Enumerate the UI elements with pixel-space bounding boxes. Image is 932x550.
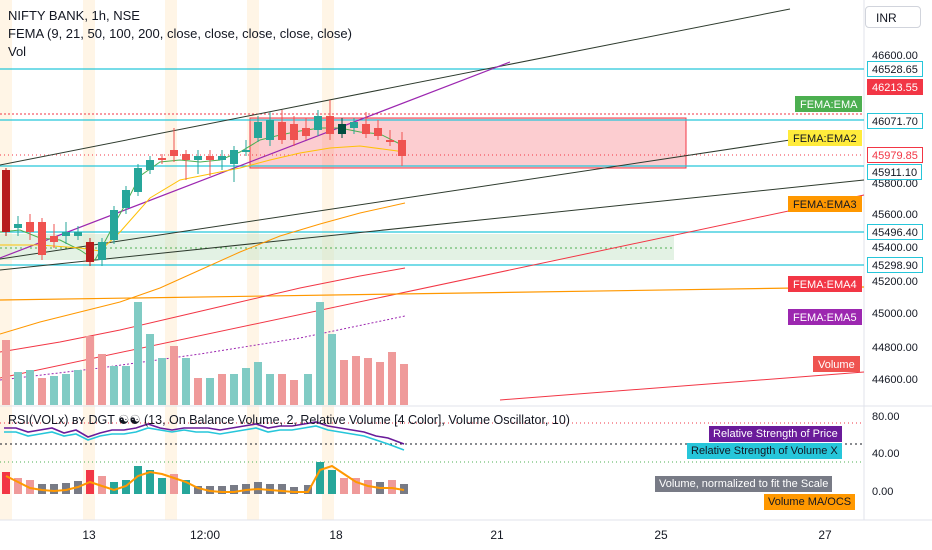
- rs-volume-line[interactable]: [4, 425, 405, 451]
- volume-series: [2, 302, 408, 405]
- price-tag-45911: 45911.10: [867, 164, 923, 180]
- time-tick: 27: [818, 528, 832, 542]
- candle-body: [194, 156, 202, 160]
- fema-ema5-tag: FEMA:EMA5: [788, 309, 862, 325]
- currency-button[interactable]: INR: [865, 6, 921, 28]
- price-tick: 45800.00: [872, 178, 918, 190]
- candle-body: [74, 232, 82, 236]
- candle-body: [290, 124, 298, 140]
- fema-title: FEMA (9, 21, 50, 100, 200, close, close,…: [8, 26, 352, 41]
- volume-ma-ocs-tag: Volume MA/OCS: [764, 494, 856, 510]
- volume-tag: Volume: [813, 356, 860, 372]
- fema-ema2-tag: FEMA:EMA2: [788, 130, 862, 146]
- candle-body: [98, 242, 106, 260]
- ema-50-line[interactable]: [0, 202, 406, 335]
- candle-body: [122, 190, 130, 208]
- candle-body: [206, 156, 214, 160]
- time-tick: 18: [329, 528, 343, 542]
- candle-body: [14, 224, 22, 228]
- time-tick: 21: [490, 528, 504, 542]
- indicator-tick: 80.00: [872, 411, 900, 423]
- candle-body: [374, 128, 382, 136]
- candle-body: [338, 124, 346, 134]
- trendline[interactable]: [0, 139, 791, 260]
- fema-ema3-tag: FEMA:EMA3: [788, 196, 862, 212]
- price-tag-45298: 45298.90: [867, 257, 923, 273]
- candlestick-series[interactable]: [2, 100, 406, 266]
- price-tick: 45200.00: [872, 276, 918, 288]
- time-tick: 12:00: [189, 528, 221, 542]
- price-tick: 44800.00: [872, 342, 918, 354]
- candle-body: [170, 150, 178, 156]
- candle-body: [50, 236, 58, 242]
- candle-body: [218, 156, 226, 160]
- candle-body: [386, 140, 394, 142]
- fema-ema-tag: FEMA:EMA: [795, 96, 863, 112]
- rs-price-tag: Relative Strength of Price: [709, 426, 842, 442]
- indicator-tick: 0.00: [872, 486, 894, 498]
- time-tick: 13: [82, 528, 96, 542]
- price-tick: 45600.00: [872, 209, 918, 221]
- price-tick: 45400.00: [872, 242, 918, 254]
- vol-legend[interactable]: Vol: [8, 44, 26, 59]
- vol-title: Vol: [8, 44, 27, 59]
- price-tick: 44600.00: [872, 374, 918, 386]
- volume-ma-ocs-line[interactable]: [5, 464, 405, 493]
- indicator-title: RSI(VOLx) ʙʏ DGT ☯☯ (13, On Balance Volu…: [8, 413, 570, 427]
- trendline[interactable]: [0, 194, 865, 379]
- candle-body: [2, 170, 10, 232]
- price-tag-45979: 45979.85: [867, 147, 923, 163]
- candle-body: [242, 150, 250, 152]
- candle-body: [86, 242, 94, 262]
- resistance-zone[interactable]: [249, 117, 687, 169]
- candle-body: [350, 122, 358, 128]
- price-tick: 46600.00: [872, 50, 918, 62]
- trendline[interactable]: [499, 371, 865, 401]
- price-tag-45496: 45496.40: [867, 224, 923, 240]
- candle-body: [398, 140, 406, 156]
- trendline[interactable]: [0, 61, 511, 259]
- candle-body: [38, 222, 46, 255]
- ema-100-line[interactable]: [0, 267, 406, 353]
- normalized-volume-tag: Volume, normalized to fit the Scale: [655, 476, 833, 492]
- price-tag-46071: 46071.70: [867, 113, 923, 129]
- candle-body: [254, 122, 262, 138]
- price-tag-46213: 46213.55: [867, 79, 923, 95]
- price-tag-46528: 46528.65: [867, 61, 923, 77]
- rs-volume-tag: Relative Strength of Volume X: [687, 443, 842, 459]
- candle-body: [134, 168, 142, 192]
- candle-body: [182, 154, 190, 160]
- rs-price-line[interactable]: [4, 421, 405, 445]
- symbol-legend[interactable]: NIFTY BANK, 1h, NSE: [8, 8, 140, 23]
- candle-body: [278, 122, 286, 140]
- candle-body: [158, 158, 166, 160]
- candle-body: [62, 232, 70, 236]
- candle-body: [110, 210, 118, 240]
- time-tick: 25: [654, 528, 668, 542]
- candle-body: [266, 120, 274, 140]
- trendline[interactable]: [0, 179, 865, 271]
- candle-body: [314, 116, 322, 130]
- trendline[interactable]: [0, 8, 791, 166]
- candle-body: [26, 222, 34, 232]
- indicator-legend[interactable]: RSI(VOLx) ʙʏ DGT ☯☯ (13, On Balance Volu…: [8, 412, 570, 427]
- candle-body: [230, 150, 238, 164]
- ema-200-line[interactable]: [0, 315, 406, 381]
- candle-body: [146, 160, 154, 170]
- indicator-tick: 40.00: [872, 448, 900, 460]
- candle-body: [302, 128, 310, 136]
- fema-legend[interactable]: FEMA (9, 21, 50, 100, 200, close, close,…: [8, 26, 352, 41]
- fema-ema4-tag: FEMA:EMA4: [788, 276, 862, 292]
- trendline[interactable]: [0, 286, 865, 301]
- candle-body: [362, 124, 370, 134]
- symbol-title: NIFTY BANK, 1h, NSE: [8, 8, 140, 23]
- candle-body: [326, 116, 334, 134]
- price-tick: 45000.00: [872, 308, 918, 320]
